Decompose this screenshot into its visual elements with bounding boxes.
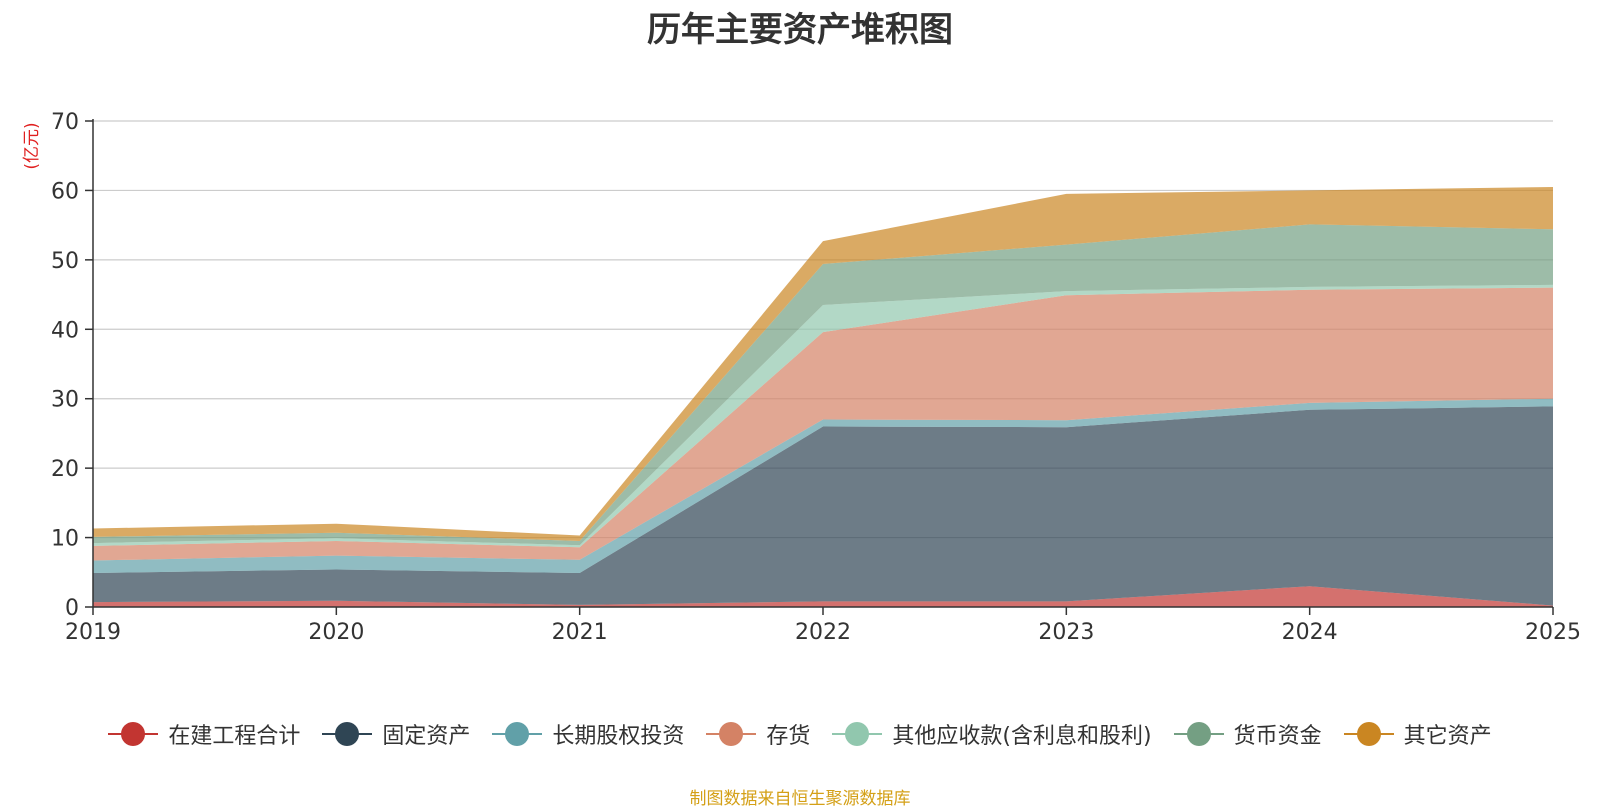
x-tick-label: 2019 — [65, 620, 121, 645]
x-tick-label: 2025 — [1525, 620, 1581, 645]
legend-marker-dot — [845, 722, 870, 746]
legend-label: 长期股权投资 — [552, 724, 685, 749]
area-series-5 — [93, 224, 1553, 546]
y-tick-label: 20 — [51, 457, 79, 482]
y-tick-label: 0 — [65, 596, 79, 621]
x-tick-label: 2021 — [552, 620, 608, 645]
y-tick-label: 40 — [51, 318, 79, 343]
legend-label: 货币资金 — [1233, 724, 1322, 749]
legend-label: 其它资产 — [1403, 724, 1492, 749]
y-tick-label: 10 — [51, 527, 79, 552]
y-tick-label: 70 — [51, 110, 79, 135]
y-tick-label: 60 — [51, 179, 79, 204]
legend-marker-dot — [719, 722, 744, 746]
legend-item-4[interactable]: 其他应收款(含利息和股利) — [832, 718, 1152, 750]
y-tick-label: 30 — [51, 388, 79, 413]
legend-marker-icon — [492, 722, 543, 746]
area-series-0 — [93, 586, 1553, 607]
x-tick-label: 2022 — [795, 620, 851, 645]
legend-item-0[interactable]: 在建工程合计 — [108, 718, 300, 750]
legend-label: 存货 — [766, 724, 811, 749]
x-tick-label: 2024 — [1282, 620, 1338, 645]
legend-marker-icon — [1173, 722, 1224, 746]
x-tick-label: 2023 — [1038, 620, 1094, 645]
legend-item-6[interactable]: 其它资产 — [1343, 718, 1492, 750]
legend-label: 在建工程合计 — [168, 724, 301, 749]
legend-marker-icon — [1343, 722, 1394, 746]
source-note: 制图数据来自恒生聚源数据库 — [689, 789, 911, 809]
legend-item-1[interactable]: 固定资产 — [322, 718, 470, 750]
area-series-6 — [93, 187, 1553, 541]
legend-item-2[interactable]: 长期股权投资 — [492, 718, 684, 750]
legend-marker-icon — [832, 722, 883, 746]
legend-item-5[interactable]: 货币资金 — [1173, 718, 1322, 750]
legend-marker-icon — [706, 722, 757, 746]
area-series-3 — [93, 287, 1553, 561]
y-axis-unit-label: (亿元) — [22, 122, 42, 169]
legend-marker-dot — [1356, 722, 1381, 746]
legend-marker-dot — [121, 722, 146, 746]
legend-marker-icon — [322, 722, 373, 746]
legend-marker-dot — [505, 722, 530, 746]
chart-title: 历年主要资产堆积图 — [647, 10, 953, 50]
legend-marker-icon — [108, 722, 159, 746]
area-series-1 — [93, 406, 1553, 606]
legend-item-3[interactable]: 存货 — [706, 718, 810, 750]
x-tick-label: 2020 — [308, 620, 364, 645]
legend-marker-dot — [1186, 722, 1211, 746]
legend: 在建工程合计 固定资产 长期股权投资 存货 其他应收款(含利息和股利) 货币资金 其它资产 — [0, 718, 1600, 750]
legend-label: 固定资产 — [382, 724, 471, 749]
y-tick-label: 50 — [51, 249, 79, 274]
legend-marker-dot — [335, 722, 360, 746]
legend-label: 其他应收款(含利息和股利) — [892, 724, 1152, 749]
